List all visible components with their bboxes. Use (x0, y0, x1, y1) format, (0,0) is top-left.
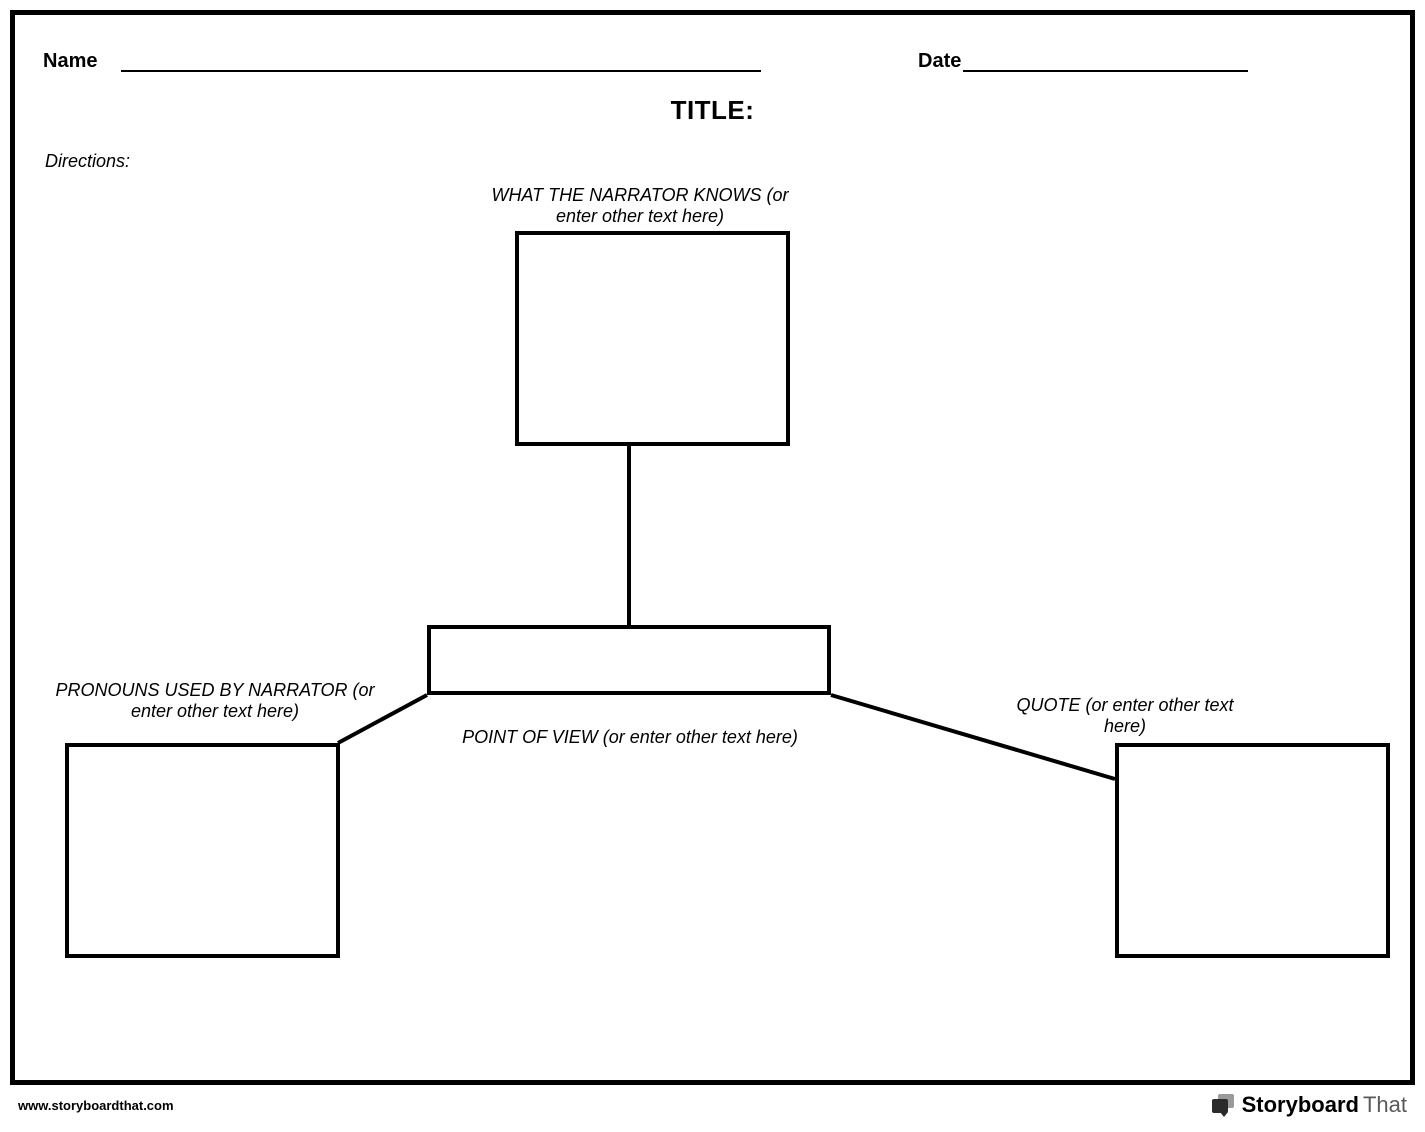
left-node-box[interactable] (65, 743, 340, 958)
right-node-label: QUOTE (or enter other text here) (995, 695, 1255, 737)
left-node-label: PRONOUNS USED BY NARRATOR (or enter othe… (45, 680, 385, 722)
footer: www.storyboardthat.com StoryboardThat (10, 1092, 1415, 1122)
footer-url: www.storyboardthat.com (18, 1098, 174, 1113)
top-node-label: WHAT THE NARRATOR KNOWS (or enter other … (475, 185, 805, 227)
center-node-label: POINT OF VIEW (or enter other text here) (445, 727, 815, 748)
center-node-box[interactable] (427, 625, 831, 695)
footer-logo: StoryboardThat (1212, 1092, 1407, 1118)
footer-logo-text-1: Storyboard (1242, 1092, 1359, 1118)
footer-logo-text-2: That (1363, 1092, 1407, 1118)
speech-bubble-icon (1212, 1094, 1236, 1116)
worksheet-frame: Name Date TITLE: Directions: WHAT THE NA… (10, 10, 1415, 1085)
top-node-box[interactable] (515, 231, 790, 446)
right-node-box[interactable] (1115, 743, 1390, 958)
